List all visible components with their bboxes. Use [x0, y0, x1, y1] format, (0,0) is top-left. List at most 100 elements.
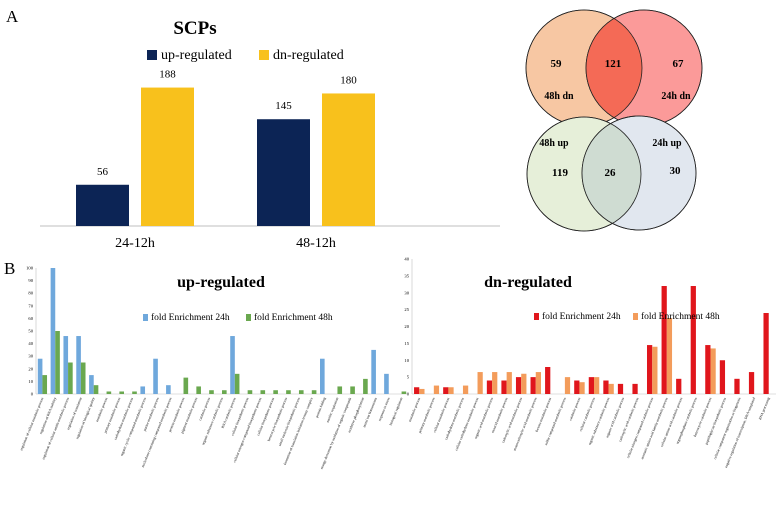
legend-label: fold Enrichment 48h — [254, 312, 333, 323]
legend-swatch-fold-enrichment-24h — [534, 313, 539, 320]
bar-fold-enrichment-24h — [748, 372, 755, 394]
bar-fold-enrichment-24h — [63, 336, 69, 394]
bar-fold-enrichment-48h — [183, 377, 189, 394]
category-label: cellular nitrogen compound catabolic pro… — [626, 396, 654, 459]
bar-fold-enrichment-24h — [153, 358, 158, 394]
y-tick-label: 90 — [28, 278, 33, 283]
venn-count-intersection: 121 — [605, 58, 622, 70]
bar-fold-enrichment-48h — [433, 385, 440, 394]
scp-title: SCPs — [173, 18, 216, 39]
category-label: cellular component organization or bioge… — [713, 396, 742, 460]
category-label: response to stress — [378, 396, 391, 421]
bar-fold-enrichment-48h — [106, 391, 112, 394]
bar-fold-enrichment-24h — [443, 387, 449, 394]
bar-fold-enrichment-24h — [140, 386, 146, 394]
category-label: metabolic process — [95, 396, 109, 422]
bar-fold-enrichment-24h — [166, 385, 171, 394]
venn-count-24h-dn: 67 — [673, 58, 685, 70]
scp-bar-up-regulated-48-12h — [257, 119, 310, 226]
bar-fold-enrichment-48h — [132, 391, 137, 394]
category-label: catabolic process — [568, 396, 581, 421]
scp-category-label: 48-12h — [296, 236, 336, 251]
bar-fold-enrichment-24h — [617, 383, 624, 394]
venn-set-label-24h-up: 24h up — [652, 138, 682, 149]
bar-fold-enrichment-48h — [535, 372, 542, 394]
venn-count-24h-up: 30 — [670, 165, 682, 177]
bar-fold-enrichment-24h — [414, 387, 420, 394]
bar-fold-enrichment-48h — [209, 390, 214, 394]
legend-swatch-fold-enrichment-24h — [143, 314, 148, 321]
y-tick-label: 80 — [28, 291, 33, 296]
category-label: hexose metabolic process — [535, 396, 553, 432]
bar-fold-enrichment-24h — [530, 377, 536, 394]
bar-fold-enrichment-24h — [763, 313, 769, 394]
enrichment-dn-title: dn-regulated — [484, 274, 572, 291]
bar-fold-enrichment-24h — [515, 377, 522, 394]
enrichment-up-title: up-regulated — [177, 274, 265, 291]
bar-fold-enrichment-48h — [247, 390, 253, 394]
bar-fold-enrichment-48h — [273, 390, 278, 394]
bar-fold-enrichment-48h — [311, 390, 317, 394]
venn-set-label-48h-dn: 48h dn — [544, 91, 574, 102]
bar-fold-enrichment-48h — [234, 373, 240, 394]
enrichment-dn-chart: dn-regulated 0 5 10 15 20 25 30 35 40 metabolic p… — [404, 257, 776, 469]
bar-fold-enrichment-24h — [50, 268, 56, 394]
bar-fold-enrichment-48h — [448, 387, 454, 394]
scp-bar-label: 56 — [97, 166, 109, 178]
category-label: cellular catabolic process — [579, 396, 597, 432]
bar-fold-enrichment-48h — [521, 373, 527, 394]
bar-fold-enrichment-24h — [371, 349, 376, 394]
y-tick-label: 60 — [28, 316, 33, 321]
bar-fold-enrichment-48h — [363, 378, 368, 394]
bar-fold-enrichment-48h — [477, 372, 483, 394]
scp-bar-label: 188 — [159, 69, 176, 81]
bar-fold-enrichment-24h — [676, 378, 682, 394]
y-tick-label: 20 — [28, 366, 33, 371]
scp-legend-swatch-up-regulated — [147, 50, 157, 60]
bar-fold-enrichment-48h — [68, 362, 73, 394]
bar-fold-enrichment-48h — [666, 318, 673, 394]
scp-bars: 56 145 188 180 24-12h 48-12h — [76, 69, 375, 251]
venn-count-48h-up: 119 — [552, 167, 568, 179]
bar-fold-enrichment-48h — [419, 388, 425, 394]
scp-bar-up-regulated-24-12h — [76, 184, 129, 226]
bar-fold-enrichment-24h — [719, 360, 726, 394]
bar-fold-enrichment-48h — [119, 391, 124, 394]
bar-fold-enrichment-48h — [564, 377, 571, 394]
scp-legend-label: dn-regulated — [273, 48, 344, 63]
y-tick-label: 50 — [28, 329, 33, 334]
venn-count-intersection: 26 — [605, 167, 617, 179]
bar-fold-enrichment-48h — [608, 383, 614, 394]
scp-bar-dn-regulated-24-12h — [141, 87, 194, 227]
venn-up-diagram: 119 30 26 48h up 24h up — [526, 115, 697, 232]
venn-set-label-48h-up: 48h up — [539, 138, 569, 149]
bar-fold-enrichment-48h — [579, 382, 585, 394]
scp-bar-label: 180 — [340, 74, 357, 86]
legend-label: fold Enrichment 48h — [641, 311, 720, 322]
y-tick-label: 70 — [28, 303, 33, 308]
scp-bar-chart: SCPs up-regulated dn-regulated 56 145 188 18… — [40, 18, 500, 251]
bar-fold-enrichment-24h — [320, 358, 325, 394]
bar-fold-enrichment-24h — [734, 378, 740, 394]
y-tick-label: 10 — [404, 358, 409, 363]
bar-fold-enrichment-24h — [646, 345, 653, 394]
bar-fold-enrichment-48h — [506, 372, 512, 394]
venn-set-label-24h-dn: 24h dn — [661, 91, 691, 102]
bar-fold-enrichment-24h — [501, 380, 507, 394]
bar-fold-enrichment-24h — [37, 358, 43, 394]
bar-fold-enrichment-48h — [401, 391, 407, 394]
venn-outline — [581, 115, 697, 231]
bar-fold-enrichment-48h — [55, 331, 60, 394]
category-label: metabolic process — [408, 396, 422, 422]
scp-legend-swatch-dn-regulated — [259, 50, 269, 60]
panel-label-a: A — [6, 7, 19, 26]
bar-fold-enrichment-24h — [384, 373, 389, 394]
bar-fold-enrichment-24h — [603, 380, 609, 394]
scp-legend: up-regulated dn-regulated — [147, 48, 344, 63]
bar-fold-enrichment-48h — [286, 390, 291, 394]
venn-count-48h-dn: 59 — [551, 58, 563, 70]
y-tick-label: 15 — [404, 341, 409, 346]
bar-fold-enrichment-24h — [230, 336, 235, 394]
panel-label-b: B — [4, 259, 15, 278]
